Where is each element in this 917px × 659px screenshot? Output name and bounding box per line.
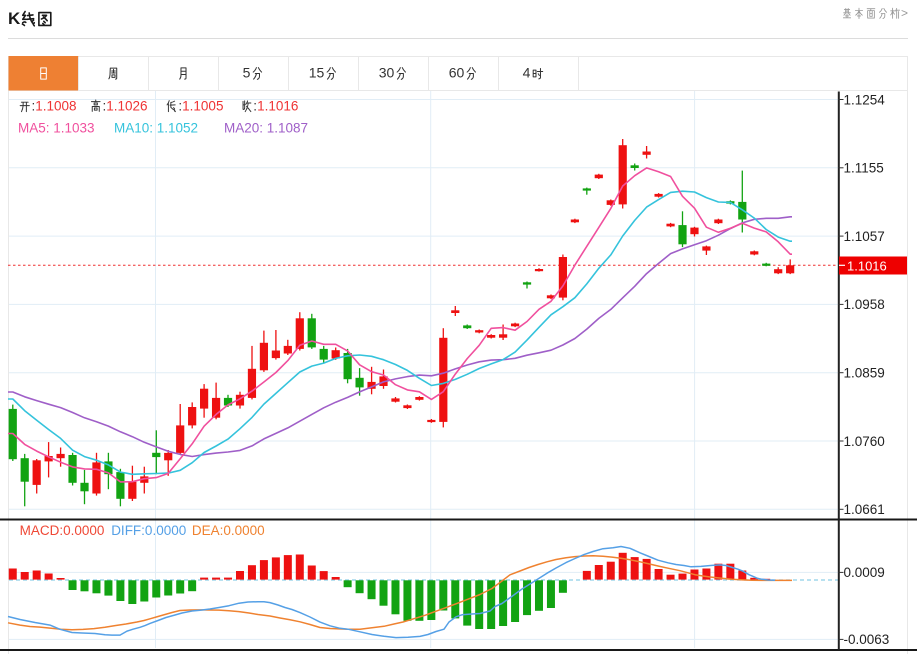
svg-text:MA20: 1.1087: MA20: 1.1087 bbox=[224, 121, 308, 136]
svg-text:1.1155: 1.1155 bbox=[844, 161, 884, 176]
svg-text:4: 4 bbox=[523, 65, 531, 81]
svg-text::1.1008: :1.1008 bbox=[32, 99, 77, 114]
svg-text:1.1057: 1.1057 bbox=[844, 229, 885, 244]
svg-text::1.1005: :1.1005 bbox=[178, 99, 223, 114]
svg-text:1.0958: 1.0958 bbox=[844, 297, 885, 312]
svg-text:5: 5 bbox=[243, 65, 251, 81]
svg-text:MA5: 1.1033: MA5: 1.1033 bbox=[18, 121, 95, 136]
svg-text:MACD:0.0000: MACD:0.0000 bbox=[20, 523, 105, 538]
svg-text:1.1016: 1.1016 bbox=[847, 258, 887, 273]
svg-text:-0.0063: -0.0063 bbox=[844, 632, 890, 647]
svg-text:0.0009: 0.0009 bbox=[844, 565, 885, 580]
svg-text:1.1254: 1.1254 bbox=[844, 92, 886, 107]
svg-text:>: > bbox=[901, 6, 908, 20]
svg-text:1.0760: 1.0760 bbox=[844, 434, 885, 449]
svg-text:MA10: 1.1052: MA10: 1.1052 bbox=[114, 121, 198, 136]
svg-text:1.0661: 1.0661 bbox=[844, 502, 885, 517]
svg-text::1.1016: :1.1016 bbox=[253, 99, 298, 114]
svg-text:DEA:0.0000: DEA:0.0000 bbox=[192, 523, 265, 538]
svg-text:15: 15 bbox=[309, 65, 325, 81]
svg-text:K: K bbox=[8, 9, 21, 28]
svg-text:30: 30 bbox=[379, 65, 395, 81]
svg-text:DIFF:0.0000: DIFF:0.0000 bbox=[111, 523, 186, 538]
svg-text:60: 60 bbox=[449, 65, 465, 81]
svg-text::1.1026: :1.1026 bbox=[103, 99, 148, 114]
svg-text:1.0859: 1.0859 bbox=[844, 366, 885, 381]
